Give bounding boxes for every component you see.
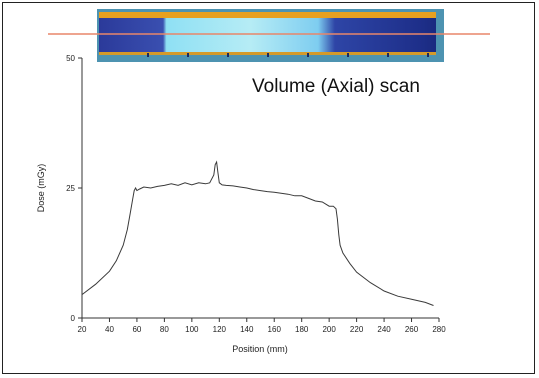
x-tick-label: 220 — [350, 325, 364, 334]
x-tick-label: 120 — [213, 325, 227, 334]
y-tick-label: 25 — [66, 184, 75, 193]
x-tick-label: 180 — [295, 325, 309, 334]
x-tick-label: 140 — [240, 325, 254, 334]
x-tick-label: 240 — [377, 325, 391, 334]
y-axis-label: Dose (mGy) — [36, 164, 46, 213]
x-axis-label: Position (mm) — [232, 344, 288, 354]
y-axis-ticks: 0 25 50 — [66, 54, 82, 323]
x-tick-label: 100 — [185, 325, 199, 334]
figure-frame — [2, 2, 535, 374]
x-tick-label: 280 — [432, 325, 446, 334]
x-tick-label: 20 — [78, 325, 87, 334]
y-tick-label: 50 — [66, 54, 75, 63]
x-tick-label: 200 — [322, 325, 336, 334]
x-tick-label: 160 — [268, 325, 282, 334]
y-tick-label: 0 — [71, 314, 76, 323]
x-tick-label: 40 — [105, 325, 114, 334]
x-axis-ticks: 20 40 60 80 100 120 140 160 180 200 220 240 260 280 — [78, 318, 446, 334]
x-tick-label: 260 — [405, 325, 419, 334]
axial-scan-image — [97, 9, 444, 62]
dose-series-line — [81, 160, 434, 306]
x-tick-label: 60 — [132, 325, 141, 334]
x-tick-label: 80 — [160, 325, 169, 334]
scan-type-annotation: Volume (Axial) scan — [252, 76, 420, 97]
